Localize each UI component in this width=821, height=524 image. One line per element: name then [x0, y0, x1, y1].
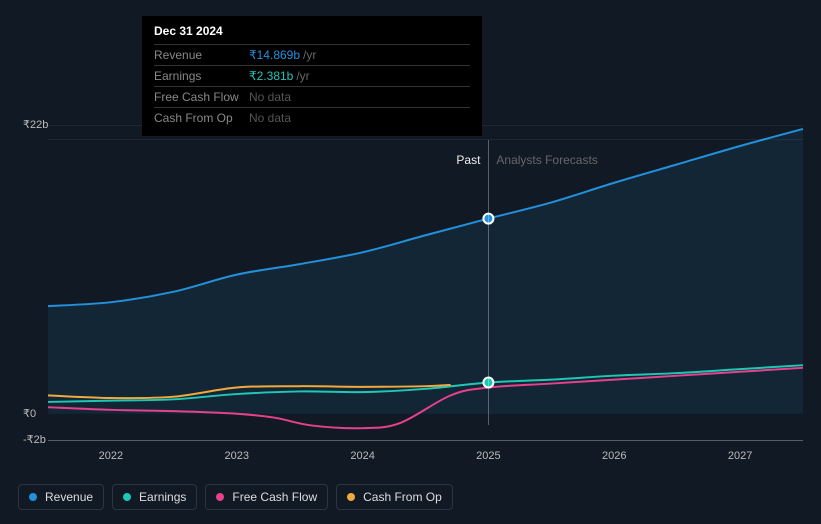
tooltip-row: Free Cash FlowNo data: [154, 87, 470, 108]
tooltip-row-label: Free Cash Flow: [154, 90, 249, 104]
y-axis-label: ₹0: [23, 407, 36, 420]
legend-label: Free Cash Flow: [232, 490, 317, 504]
legend-item-earnings[interactable]: Earnings: [112, 484, 197, 510]
area-fill-revenue: [48, 129, 803, 414]
legend-dot-icon: [216, 493, 224, 501]
hover-vertical-line: [488, 140, 489, 425]
tooltip-date: Dec 31 2024: [154, 24, 470, 45]
legend-label: Revenue: [45, 490, 93, 504]
chart-area[interactable]: ₹22b₹0-₹2bPastAnalysts Forecasts: [18, 125, 803, 440]
x-axis-label: 2022: [99, 450, 123, 462]
tooltip-row-label: Earnings: [154, 69, 249, 83]
x-axis-label: 2024: [350, 450, 374, 462]
region-label-forecast: Analysts Forecasts: [496, 153, 597, 167]
y-axis-label: -₹2b: [23, 433, 46, 446]
x-axis-line: [48, 440, 803, 441]
legend: Revenue Earnings Free Cash Flow Cash From O…: [18, 484, 453, 510]
tooltip-row-value: ₹14.869b: [249, 48, 300, 62]
tooltip-row-label: Revenue: [154, 48, 249, 62]
tooltip-row-label: Cash From Op: [154, 111, 249, 125]
tooltip-row-nodata: No data: [249, 90, 291, 104]
legend-dot-icon: [347, 493, 355, 501]
legend-item-free-cash-flow[interactable]: Free Cash Flow: [205, 484, 328, 510]
legend-item-revenue[interactable]: Revenue: [18, 484, 104, 510]
region-label-past: Past: [456, 153, 480, 167]
legend-label: Earnings: [139, 490, 186, 504]
tooltip-row: Revenue₹14.869b/yr: [154, 45, 470, 66]
x-axis: 2022 2023 2024 2025 2026 2027: [48, 450, 803, 470]
tooltip-rows: Revenue₹14.869b/yrEarnings₹2.381b/yrFree…: [154, 45, 470, 128]
legend-dot-icon: [123, 493, 131, 501]
tooltip-row: Earnings₹2.381b/yr: [154, 66, 470, 87]
legend-item-cash-from-op[interactable]: Cash From Op: [336, 484, 453, 510]
chart-top-line: [48, 139, 803, 140]
x-axis-label: 2027: [728, 450, 752, 462]
hover-tooltip: Dec 31 2024 Revenue₹14.869b/yrEarnings₹2…: [142, 16, 482, 136]
tooltip-row-nodata: No data: [249, 111, 291, 125]
x-axis-label: 2026: [602, 450, 626, 462]
legend-label: Cash From Op: [363, 490, 442, 504]
tooltip-row-value: ₹2.381b: [249, 69, 293, 83]
tooltip-row-unit: /yr: [296, 69, 309, 83]
x-axis-label: 2023: [225, 450, 249, 462]
y-axis-label: ₹22b: [23, 118, 48, 131]
tooltip-row: Cash From OpNo data: [154, 108, 470, 128]
x-axis-label: 2025: [476, 450, 500, 462]
chart-svg: [48, 125, 803, 440]
legend-dot-icon: [29, 493, 37, 501]
tooltip-row-unit: /yr: [303, 48, 316, 62]
